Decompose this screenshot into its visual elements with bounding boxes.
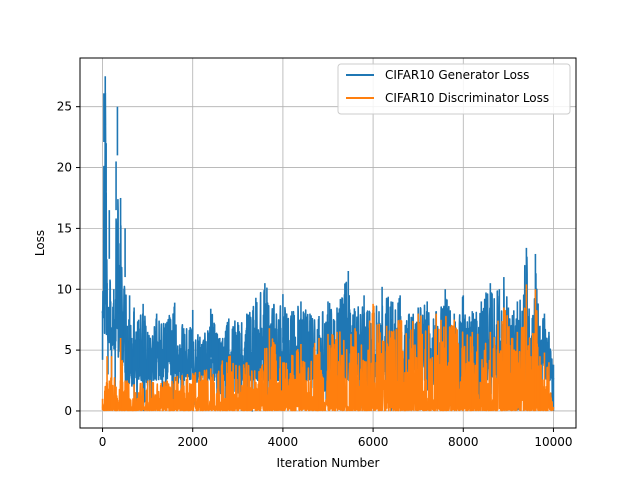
series-layer	[101, 76, 555, 412]
discriminator-loss-line	[101, 305, 555, 412]
x-tick-label: 6000	[358, 435, 389, 449]
y-tick-label: 20	[57, 161, 72, 175]
x-axis-label: Iteration Number	[277, 456, 380, 470]
x-tick-label: 4000	[268, 435, 299, 449]
legend-label-generator: CIFAR10 Generator Loss	[385, 68, 529, 82]
x-axis: 0 2000 4000 6000 8000 10000	[99, 428, 573, 449]
y-tick-label: 10	[57, 282, 72, 296]
x-tick-label: 0	[99, 435, 107, 449]
legend-box	[337, 63, 571, 115]
y-tick-label: 0	[64, 404, 72, 418]
y-tick-label: 15	[57, 221, 72, 235]
legend-label-discriminator: CIFAR10 Discriminator Loss	[385, 91, 549, 105]
x-tick-label: 8000	[448, 435, 479, 449]
y-axis-label: Loss	[33, 230, 47, 256]
y-tick-label: 5	[64, 343, 72, 357]
plot-frame	[79, 57, 577, 429]
x-tick-label: 2000	[177, 435, 208, 449]
x-tick-label: 10000	[534, 435, 572, 449]
y-axis: 0 5 10 15 20 25	[57, 100, 80, 418]
y-tick-label: 25	[57, 100, 72, 114]
legend: CIFAR10 Generator Loss CIFAR10 Discrimin…	[337, 63, 571, 115]
